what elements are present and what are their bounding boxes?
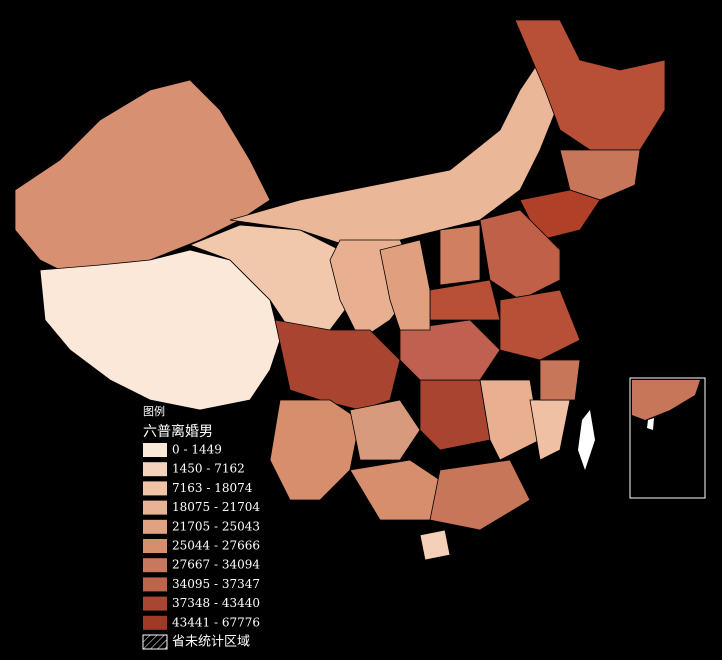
- legend-swatch: [143, 481, 167, 496]
- province: [479, 379, 541, 461]
- legend-label: 18075 - 21704: [172, 500, 260, 514]
- legend-label: 省未统计区域: [172, 635, 250, 650]
- legend-title: 图例: [143, 404, 165, 418]
- province: [539, 359, 581, 401]
- legend-swatch: [143, 462, 167, 477]
- province: [499, 289, 581, 361]
- legend-swatch: [143, 519, 167, 534]
- province: [419, 379, 491, 451]
- legend-swatch: [143, 558, 167, 573]
- province: [39, 249, 281, 411]
- legend-swatch: [143, 615, 167, 630]
- inset-frame: [629, 377, 706, 499]
- legend-swatch: [143, 443, 167, 457]
- legend: 图例 六普离婚男 0 - 1449 1450 - 7162 7163 - 18074…: [142, 404, 260, 650]
- legend-label: 34095 - 37347: [172, 577, 260, 591]
- province: [419, 529, 451, 561]
- legend-label: 25044 - 27666: [172, 539, 260, 553]
- legend-label: 1450 - 7162: [172, 462, 245, 476]
- province: [349, 399, 421, 461]
- legend-swatch: [143, 596, 167, 611]
- province: [439, 224, 481, 286]
- province: [514, 19, 666, 151]
- legend-swatch: [143, 500, 167, 515]
- province: [14, 79, 271, 271]
- legend-swatch: [143, 539, 167, 553]
- inset-land: [632, 380, 700, 420]
- province: [479, 209, 561, 301]
- province: [429, 459, 531, 531]
- inset-map: [629, 377, 706, 499]
- province: [274, 319, 401, 411]
- province: [379, 239, 431, 331]
- legend-swatch-hatched: [142, 634, 168, 650]
- legend-label: 37348 - 43440: [172, 596, 260, 610]
- legend-label: 43441 - 67776: [172, 615, 260, 629]
- provinces: [14, 19, 666, 561]
- legend-label: 21705 - 25043: [172, 519, 260, 533]
- inset-island: [647, 418, 654, 430]
- legend-label: 27667 - 34094: [172, 558, 260, 572]
- province: [559, 149, 641, 201]
- island: [578, 410, 595, 470]
- legend-swatch: [143, 577, 167, 592]
- legend-label: 7163 - 18074: [172, 481, 253, 495]
- province: [269, 399, 361, 501]
- legend-subtitle: 六普离婚男: [143, 423, 213, 440]
- legend-label: 0 - 1449: [172, 443, 222, 457]
